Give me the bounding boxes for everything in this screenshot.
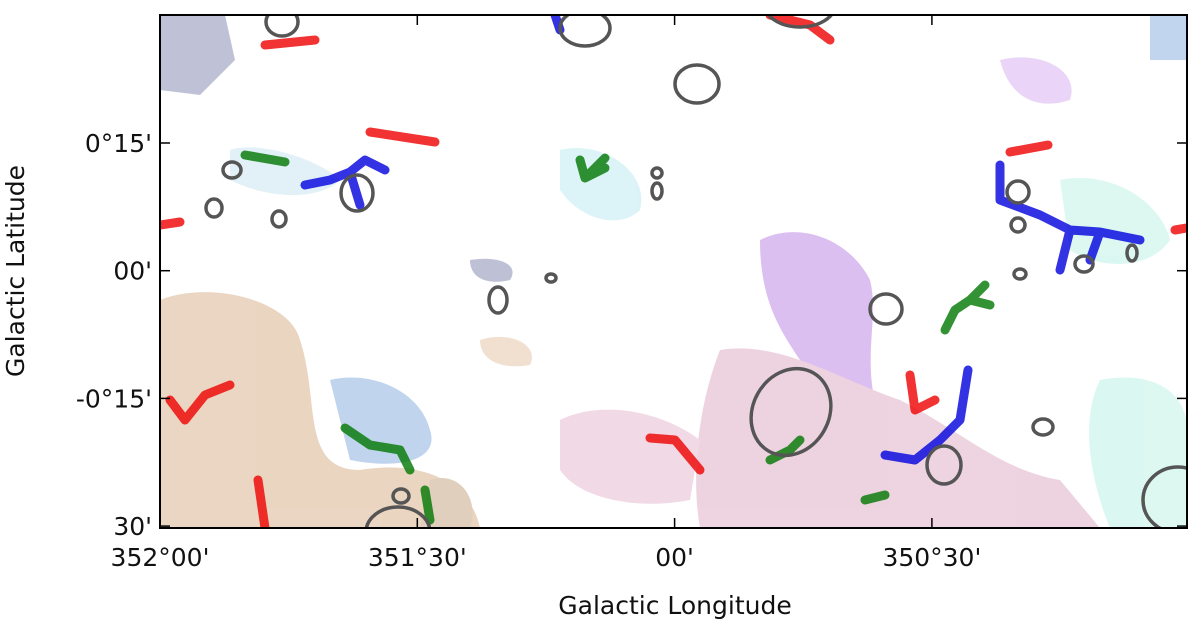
x-tick-label: 351°30' — [368, 543, 467, 572]
y-tick-label: 30' — [113, 512, 152, 541]
y-axis-label: Galactic Latitude — [1, 165, 30, 377]
map-image — [160, 15, 1187, 528]
source-ellipses — [204, 15, 1187, 528]
x-tick-label: 352°00' — [111, 543, 210, 572]
x-axis-label: Galactic Longitude — [558, 591, 791, 620]
y-tick-label: 00' — [113, 257, 152, 286]
plot-frame — [159, 14, 1188, 529]
x-tick-label: 00' — [655, 543, 694, 572]
filaments — [160, 15, 1187, 528]
emission-regions — [160, 15, 1187, 528]
ticks: 352°00' 351°30' 00' 350°30' 0°15' 00' -0°15' 30… — [76, 15, 1187, 572]
y-tick-label: -0°15' — [76, 384, 152, 413]
y-tick-label: 0°15' — [85, 129, 152, 158]
x-tick-label: 350°30' — [882, 543, 981, 572]
